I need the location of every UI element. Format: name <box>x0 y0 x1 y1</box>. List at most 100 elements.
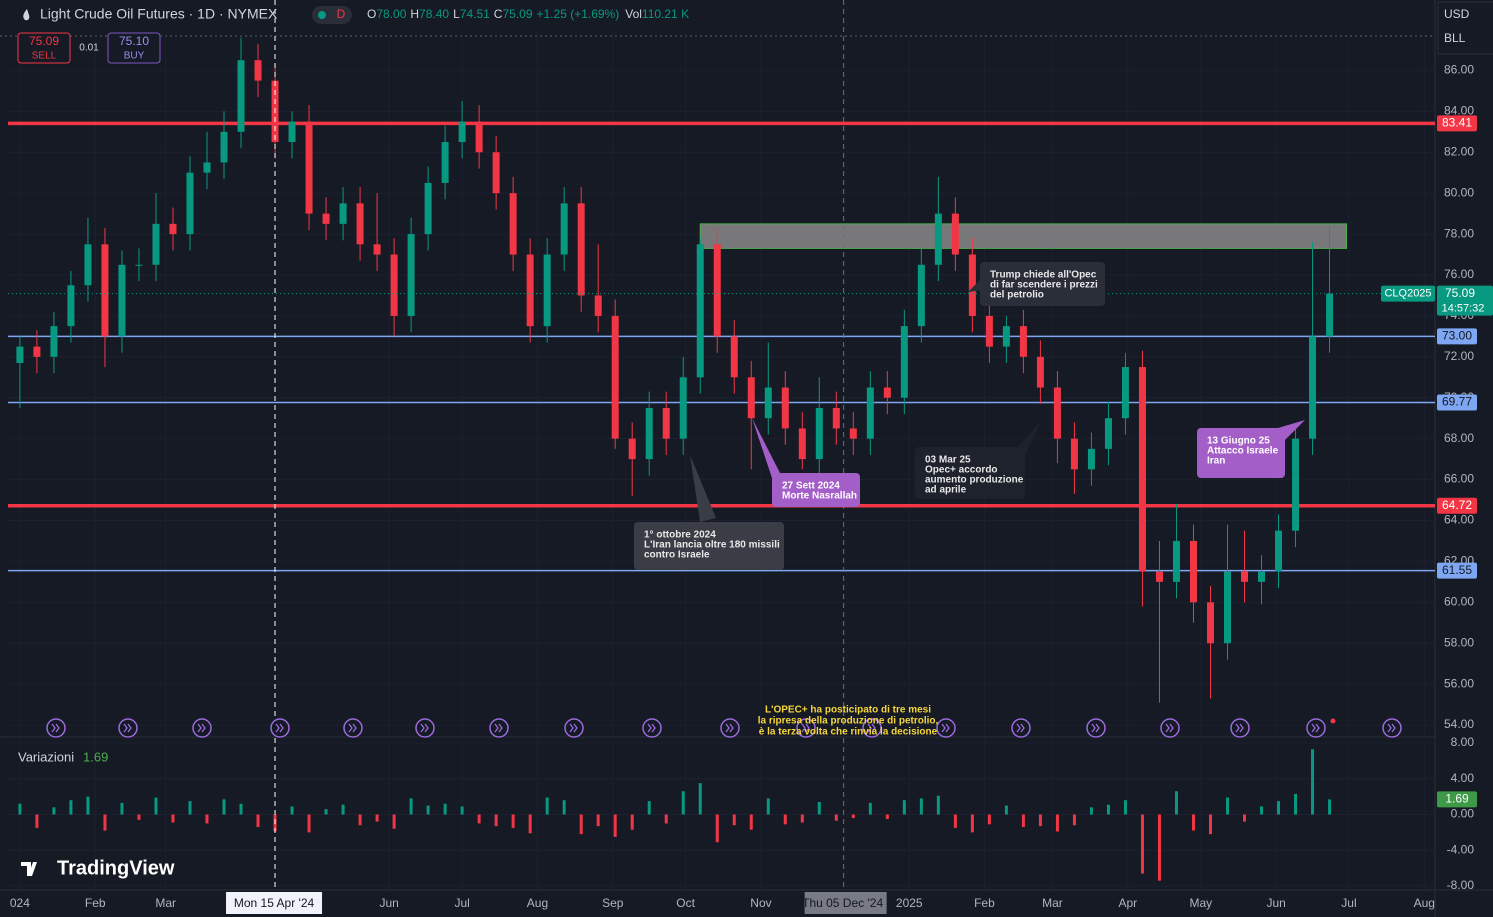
change-bar <box>1328 799 1332 815</box>
change-bar <box>1140 814 1144 874</box>
y-tick-label: 82.00 <box>1444 144 1474 158</box>
annotation-text: 13 Giugno 25 <box>1207 436 1270 447</box>
level-label-box <box>1437 328 1477 345</box>
event-icon[interactable] <box>862 718 882 738</box>
annotation-text: la ripresa della produzione di petrolio, <box>758 716 939 727</box>
x-tick-label: 2025 <box>896 896 923 910</box>
last-symbol-box <box>1381 285 1435 302</box>
event-icon[interactable] <box>1230 718 1250 738</box>
event-icon[interactable] <box>796 718 816 738</box>
event-icon[interactable] <box>118 718 138 738</box>
candle-body <box>1138 367 1146 572</box>
event-glyph <box>647 723 656 733</box>
status-dot <box>318 11 326 19</box>
sell-button[interactable] <box>17 32 71 64</box>
annotation-text: contro Israele <box>644 550 710 561</box>
currency[interactable]: USD <box>1444 7 1470 21</box>
logo: TradingView <box>21 857 175 879</box>
annotation-text: di far scendere i prezzi <box>990 280 1098 291</box>
event-icon[interactable] <box>1086 718 1106 738</box>
annotation-box[interactable] <box>915 447 1025 499</box>
event-glyph <box>275 723 284 733</box>
annotation-box[interactable] <box>1197 428 1285 478</box>
candle-body <box>356 203 364 245</box>
y-tick-label: 4.00 <box>1451 771 1475 785</box>
candle-body <box>849 428 857 439</box>
event-glyph <box>1387 723 1396 733</box>
event-glyph <box>1235 723 1244 733</box>
annotation-box[interactable] <box>980 262 1105 306</box>
annotation-box[interactable] <box>634 522 784 570</box>
candle-body <box>288 121 296 143</box>
event-glyph <box>1311 723 1320 733</box>
y-tick-label: 0.00 <box>1451 807 1475 821</box>
y-tick-label: 8.00 <box>1451 735 1475 749</box>
currency-box[interactable] <box>1437 1 1493 55</box>
event-icon[interactable] <box>270 718 290 738</box>
candle-body <box>1155 571 1163 582</box>
change-bar <box>18 803 22 815</box>
candle-body <box>67 285 75 327</box>
symbol-title: Light Crude Oil Futures · 1D · NYMEX <box>40 6 278 22</box>
candle-body <box>662 407 670 439</box>
event-icon[interactable] <box>1382 718 1402 738</box>
change-bar <box>545 797 549 815</box>
change-bar <box>715 814 719 843</box>
annotation-text: del petrolio <box>990 290 1044 301</box>
status-pill[interactable] <box>312 6 352 24</box>
x-tick-label: Feb <box>974 896 995 910</box>
annotation-pointer <box>1018 420 1042 455</box>
candle-body <box>747 377 755 419</box>
change-bar <box>1157 814 1161 881</box>
candle-body <box>866 387 874 439</box>
y-tick-label: 68.00 <box>1444 431 1474 445</box>
x-tick-label: Aug <box>1414 896 1435 910</box>
change-bar <box>222 799 226 815</box>
change-bar <box>562 800 566 815</box>
event-icon[interactable] <box>1011 718 1031 738</box>
buy-button[interactable] <box>107 32 161 64</box>
last-price-box <box>1437 285 1493 316</box>
candle-body <box>186 172 194 235</box>
event-icon[interactable] <box>936 718 956 738</box>
change-bar <box>1038 814 1042 827</box>
event-icon[interactable] <box>343 718 363 738</box>
candle-body <box>1189 540 1197 603</box>
event-icon[interactable] <box>46 718 66 738</box>
indicator-title: Variazioni <box>18 749 74 764</box>
event-icon[interactable] <box>1160 718 1180 738</box>
level-label-box <box>1437 562 1477 579</box>
change-bar <box>885 814 889 819</box>
event-icon[interactable] <box>642 718 662 738</box>
event-icon[interactable] <box>192 718 212 738</box>
candle-body <box>407 234 415 316</box>
event-glyph <box>867 723 876 733</box>
change-bar <box>1294 793 1298 815</box>
candle-body <box>594 295 602 316</box>
candle-body <box>1002 326 1010 347</box>
change-bar <box>120 802 124 815</box>
event-icon[interactable] <box>720 718 740 738</box>
annotation-box[interactable] <box>772 473 860 507</box>
change-bar <box>1055 814 1059 832</box>
y-tick-label: 78.00 <box>1444 226 1474 240</box>
candle-body <box>220 131 228 163</box>
change-bar <box>766 798 770 815</box>
change-bar <box>834 814 838 821</box>
sell-label: SELL <box>32 51 57 62</box>
change-bar <box>936 795 940 815</box>
unit[interactable]: BLL <box>1444 31 1466 45</box>
event-icon[interactable] <box>415 718 435 738</box>
x-tick-label: Mar <box>155 896 176 910</box>
event-dot <box>1330 718 1336 724</box>
candle-body <box>84 244 92 286</box>
change-bar <box>579 814 583 835</box>
event-icon[interactable] <box>489 718 509 738</box>
y-tick-label: 56.00 <box>1444 676 1474 690</box>
event-icon[interactable] <box>564 718 584 738</box>
candle-body <box>781 387 789 429</box>
event-glyph <box>123 723 132 733</box>
annotation-text: L'OPEC+ ha posticipato di tre mesi <box>765 705 931 716</box>
event-icon[interactable] <box>1306 718 1326 738</box>
candle-body <box>1087 448 1095 470</box>
